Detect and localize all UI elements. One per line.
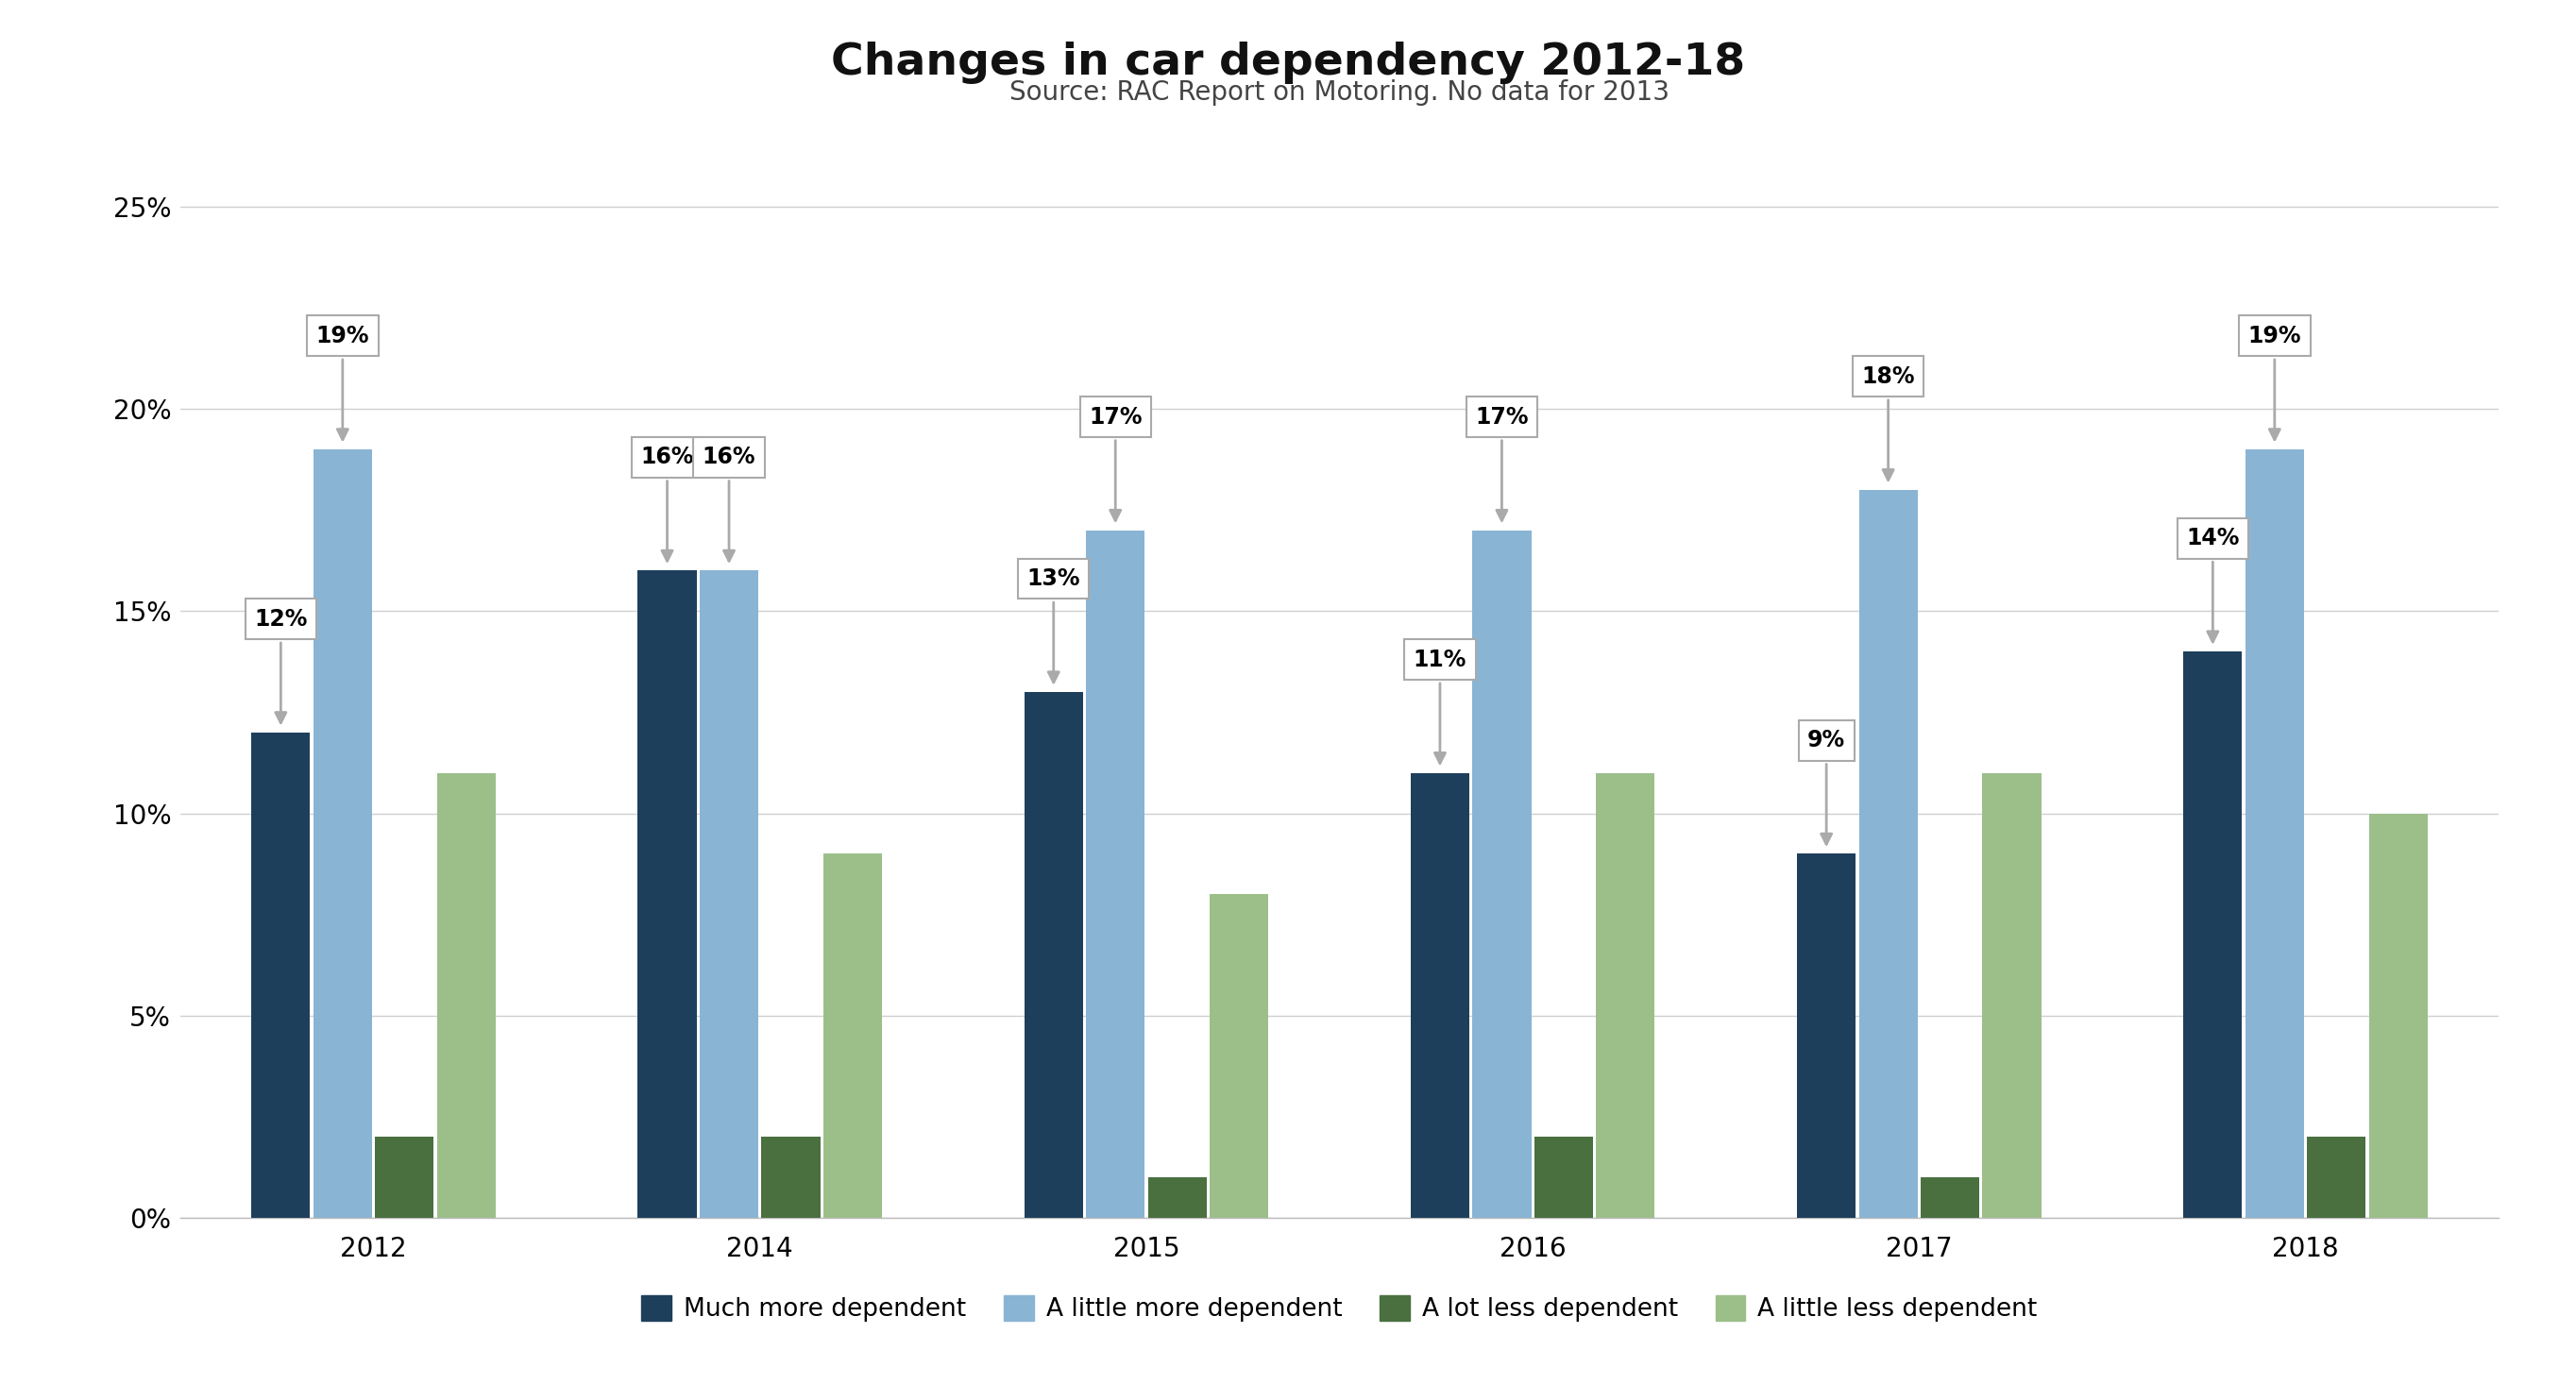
Bar [824,854,881,1218]
Bar [1087,530,1144,1218]
Text: 12%: 12% [255,608,307,722]
Bar [1535,1138,1592,1218]
Text: 16%: 16% [703,446,755,561]
Bar [639,570,696,1218]
Bar [1025,692,1082,1218]
Text: 19%: 19% [2249,325,2300,440]
Bar [438,772,495,1218]
Bar [1473,530,1530,1218]
Legend: Much more dependent, A little more dependent, A lot less dependent, A little les: Much more dependent, A little more depen… [631,1284,2048,1331]
Text: 18%: 18% [1862,365,1914,480]
Bar [2308,1138,2365,1218]
Bar [2184,652,2241,1218]
Bar [1211,894,1267,1218]
Text: Changes in car dependency 2012-18: Changes in car dependency 2012-18 [832,42,1744,84]
Bar [2246,450,2303,1218]
Bar [1984,772,2040,1218]
Text: 13%: 13% [1028,567,1079,682]
Text: 19%: 19% [317,325,368,440]
Bar [762,1138,819,1218]
Title: Source: RAC Report on Motoring. No data for 2013: Source: RAC Report on Motoring. No data … [1010,80,1669,107]
Bar [1412,772,1468,1218]
Bar [1860,490,1917,1218]
Text: 9%: 9% [1808,729,1844,844]
Text: 11%: 11% [1414,648,1466,764]
Bar [376,1138,433,1218]
Bar [1922,1178,1978,1218]
Text: 16%: 16% [641,446,693,561]
Text: 17%: 17% [1090,406,1141,520]
Bar [1798,854,1855,1218]
Bar [1597,772,1654,1218]
Bar [252,732,309,1218]
Bar [701,570,757,1218]
Bar [2370,814,2427,1218]
Text: 14%: 14% [2187,527,2239,642]
Bar [314,450,371,1218]
Bar [1149,1178,1206,1218]
Text: 17%: 17% [1476,406,1528,520]
